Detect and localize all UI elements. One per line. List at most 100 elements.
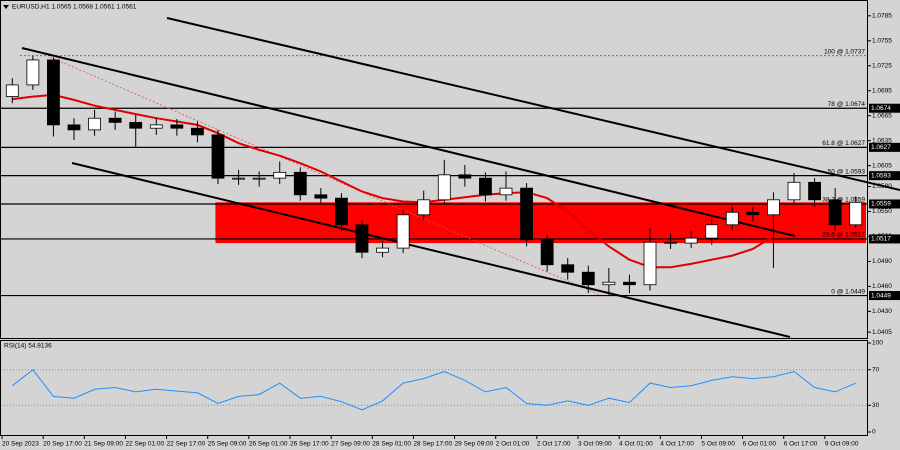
price-tag-label: 1.0593 (871, 172, 891, 179)
x-tick-label: 9 Oct 09:00 (825, 441, 859, 448)
x-tick-label: 4 Oct 01:00 (619, 441, 653, 448)
trend-line (21, 47, 796, 237)
candle-body (581, 271, 595, 286)
price-tag-label: 1.0449 (871, 292, 891, 299)
fib-label: 100 @ 1.0737 (824, 48, 865, 55)
x-tick-label: 28 Sep 01:00 (372, 441, 411, 448)
x-tick-label: 29 Sep 09:00 (455, 441, 494, 448)
candle-body (26, 59, 40, 86)
candle-body (314, 194, 328, 199)
x-tick-label: 4 Oct 17:00 (660, 441, 694, 448)
x-tick-label: 26 Sep 17:00 (290, 441, 329, 448)
candle-body (540, 239, 554, 266)
menu-arrow[interactable] (3, 5, 9, 9)
fib-label: 0 @ 1.0449 (831, 288, 865, 295)
x-tick-label: 22 Sep 17:00 (167, 441, 206, 448)
y-tick-label: 1.0405 (872, 329, 892, 336)
y-tick-label: 1.0635 (872, 137, 892, 144)
price-tag (869, 142, 900, 152)
candle-body (47, 59, 60, 126)
candle-body (437, 174, 451, 201)
y-tick-label: 70 (872, 366, 880, 373)
candle-body (273, 171, 287, 179)
candle-body (108, 117, 122, 123)
candle-body (808, 181, 821, 201)
x-tick-label: 28 Sep 17:00 (413, 441, 452, 448)
candle-body (479, 177, 492, 196)
x-tick-label: 22 Sep 01:00 (125, 441, 164, 448)
x-tick-label: 20 Sep 17:00 (43, 441, 82, 448)
y-tick-label: 0 (872, 429, 876, 436)
candle-body (170, 124, 184, 129)
x-tick-label: 2 Oct 01:00 (496, 441, 530, 448)
trend-line (71, 162, 791, 338)
x-tick-label: 3 Oct 09:00 (578, 441, 612, 448)
candle-body (417, 199, 431, 216)
rsi-panel (0, 340, 868, 436)
fib-label: 38.2 @ 1.0559 (822, 197, 865, 204)
candle-body (149, 124, 163, 129)
price-tag (869, 171, 900, 181)
rsi-line (11, 368, 856, 411)
candle-body (129, 121, 143, 129)
candle-body (355, 224, 369, 253)
y-tick-label: 1.0580 (872, 183, 892, 190)
candle-body (5, 84, 19, 97)
candle-body (602, 281, 616, 286)
price-tag (869, 199, 900, 209)
y-tick-label: 1.0755 (872, 38, 892, 45)
candle-body (335, 197, 348, 226)
price-tag-label: 1.0627 (871, 144, 891, 151)
y-tick-label: 1.0430 (872, 308, 892, 315)
x-tick-label: 6 Oct 01:00 (743, 441, 777, 448)
y-tick-label: 1.0605 (872, 162, 892, 169)
candle-body (88, 117, 101, 131)
candle-body (623, 281, 636, 286)
candle-body (705, 224, 719, 239)
price-tag-label: 1.0559 (871, 201, 891, 208)
candle-body (232, 177, 245, 180)
price-tag-label: 1.0517 (871, 236, 891, 243)
candle-body (520, 187, 533, 241)
x-tick-label: 6 Oct 17:00 (784, 441, 818, 448)
candle-body (376, 247, 389, 253)
price-tag (869, 291, 900, 301)
candle-body (849, 201, 863, 226)
candle-body (787, 181, 801, 201)
candle-body (293, 171, 307, 196)
candle-body (767, 199, 780, 216)
x-tick-label: 21 Sep 09:00 (84, 441, 123, 448)
x-tick-label: 2 Oct 17:00 (537, 441, 571, 448)
y-tick-label: 1.0785 (872, 13, 892, 20)
y-tick-label: 1.0695 (872, 87, 892, 94)
candle-body (67, 124, 81, 131)
candle-body (396, 214, 410, 249)
y-tick-label: 1.0460 (872, 283, 892, 290)
fib-label: 61.8 @ 1.0627 (822, 140, 865, 147)
fib-label: 78 @ 1.0674 (828, 101, 866, 108)
candle-body (725, 211, 739, 226)
chart-title: EURUSD,H1 1.0565 1.0568 1.0561 1.0561 (12, 4, 137, 11)
price-tag-label: 1.0674 (871, 105, 891, 112)
zone (215, 202, 866, 244)
candle-body (828, 199, 842, 226)
y-tick-label: 30 (872, 402, 880, 409)
x-tick-label: 27 Sep 09:00 (331, 441, 370, 448)
candle-body (458, 174, 472, 179)
price-tag (869, 234, 900, 244)
candle-body (561, 264, 575, 273)
candle-body (252, 177, 266, 180)
trend-line (166, 17, 900, 191)
candle-body (746, 211, 760, 216)
x-tick-label: 20 Sep 2023 (2, 441, 39, 448)
y-tick-label: 100 (872, 340, 883, 347)
y-tick-label: 1.0665 (872, 112, 892, 119)
x-tick-label: 5 Oct 09:00 (701, 441, 735, 448)
y-tick-label: 1.0490 (872, 258, 892, 265)
fib-label: 23.6 @ 1.0517 (822, 232, 865, 239)
price-panel (0, 0, 868, 339)
x-tick-label: 26 Sep 01:00 (249, 441, 288, 448)
price-tag (869, 103, 900, 113)
fib-label: 50 @ 1.0593 (828, 168, 866, 175)
